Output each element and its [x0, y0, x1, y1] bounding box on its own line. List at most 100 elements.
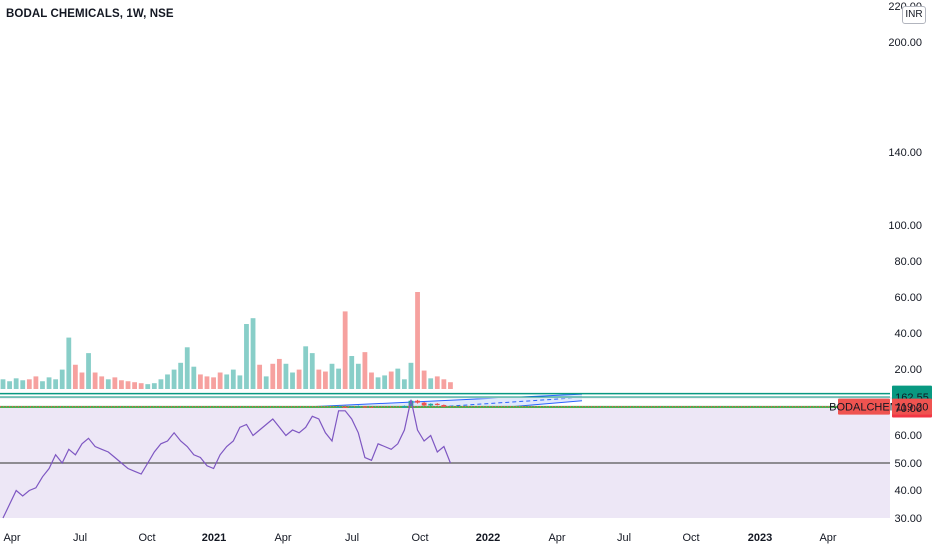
time-tick-label: 2022 — [476, 532, 500, 544]
volume-bar — [263, 376, 269, 389]
volume-bar — [40, 381, 45, 389]
rsi-tick-label: 50.00 — [894, 458, 922, 470]
volume-bar — [336, 368, 341, 389]
volume-bar — [323, 371, 328, 389]
rsi-tick-label: 70.00 — [894, 403, 922, 415]
volume-bar — [369, 372, 374, 389]
volume-bar — [217, 372, 223, 389]
candle-body — [415, 400, 420, 403]
last-price-tag — [892, 398, 932, 415]
volume-bar — [151, 383, 157, 389]
volume-bar — [224, 374, 230, 389]
rsi-tick-label: 30.00 — [894, 513, 922, 525]
price-tick-label: 80.00 — [894, 256, 922, 268]
time-tick-label: Oct — [682, 532, 699, 544]
price-tick-label: 40.00 — [894, 328, 922, 340]
time-tick-label: Apr — [548, 532, 565, 544]
candle[interactable] — [428, 403, 434, 407]
volume-bar — [26, 379, 32, 389]
symbol-tag — [838, 398, 890, 415]
volume-bar — [79, 372, 85, 389]
candle[interactable] — [342, 405, 348, 409]
candle-body — [342, 406, 348, 408]
volume-bar — [434, 376, 440, 389]
volume-bar — [132, 382, 137, 389]
volume-bar — [382, 375, 388, 389]
volume-bar — [296, 369, 302, 389]
volume-bar — [408, 362, 414, 389]
time-tick-label: Jul — [617, 532, 631, 544]
volume-bar — [349, 356, 355, 389]
chart-title: BODAL CHEMICALS, 1W, NSE — [6, 8, 174, 20]
candle-body — [349, 406, 355, 408]
rsi-tick-label: 60.00 — [894, 430, 922, 442]
volume-bar — [250, 318, 256, 389]
time-axis[interactable]: Apr Jul Oct 2021 Apr Jul Oct 2022 Apr Jul Oct 2023 A… — [3, 532, 836, 544]
volume-bar — [355, 363, 361, 389]
volume-bar — [244, 324, 249, 389]
volume-bar — [290, 372, 295, 389]
volume-bar — [198, 374, 203, 389]
volume-bar — [395, 368, 401, 389]
volume-bar — [329, 363, 335, 389]
candle-body — [362, 406, 368, 408]
last-price-tag-label: 119.20 — [896, 402, 929, 414]
candle-body — [434, 403, 440, 405]
volume-bar — [145, 384, 151, 389]
time-tick-label: 2023 — [748, 532, 772, 544]
volume-bar — [342, 311, 348, 389]
time-tick-label: Apr — [3, 532, 20, 544]
volume-bar — [375, 377, 381, 389]
currency-button[interactable]: INR — [902, 6, 926, 24]
volume-bar — [178, 362, 184, 389]
rsi-pane[interactable] — [0, 399, 890, 519]
volume-bar — [53, 379, 59, 389]
candle-body — [421, 402, 427, 406]
candle-body — [428, 403, 434, 406]
volume-bar — [388, 371, 394, 389]
volume-bar — [72, 364, 78, 389]
volume-bar — [158, 379, 164, 389]
time-tick-label: Apr — [274, 532, 291, 544]
candle-body — [401, 405, 407, 409]
volume-bar — [237, 375, 243, 389]
time-tick-label: Oct — [138, 532, 155, 544]
candle[interactable] — [355, 405, 361, 408]
time-tick-label: Jul — [345, 532, 359, 544]
volume-bar — [165, 374, 170, 389]
volume-bar — [7, 381, 12, 389]
rsi-tick-label: 40.00 — [894, 485, 922, 497]
volume-bar — [33, 376, 39, 389]
volume-bar — [309, 353, 315, 389]
candle[interactable] — [362, 405, 368, 409]
volume-bar — [184, 347, 190, 389]
volume-bar — [171, 369, 177, 389]
volume-bar — [276, 358, 282, 389]
volume-bar — [59, 369, 65, 389]
time-tick-label: Oct — [411, 532, 428, 544]
volume-bar — [441, 379, 447, 389]
candle-body — [355, 406, 361, 408]
volume-bar — [99, 376, 105, 389]
price-axis[interactable]: 220.00200.00140.00100.0080.0060.0040.002… — [829, 1, 932, 525]
price-tick-label: 100.00 — [888, 220, 922, 232]
price-tick-label: 60.00 — [894, 292, 922, 304]
volume-bar — [230, 369, 236, 389]
candle-body — [408, 400, 414, 406]
volume-bar — [112, 377, 118, 389]
volume-bar — [401, 379, 407, 389]
price-tick-label: 20.00 — [894, 364, 922, 376]
volume-bar — [428, 378, 434, 389]
volume-bar — [119, 380, 124, 389]
candle[interactable] — [441, 404, 447, 408]
candle[interactable] — [421, 401, 427, 406]
candle[interactable] — [415, 399, 420, 404]
candle[interactable] — [434, 403, 440, 406]
rsi-line[interactable] — [2, 399, 451, 519]
time-tick-label: Apr — [819, 532, 836, 544]
volume-bar — [0, 379, 6, 389]
volume-bar — [105, 379, 111, 389]
volume-bar — [316, 369, 322, 389]
symbol-tag-label: BODALCHEM — [829, 402, 899, 414]
